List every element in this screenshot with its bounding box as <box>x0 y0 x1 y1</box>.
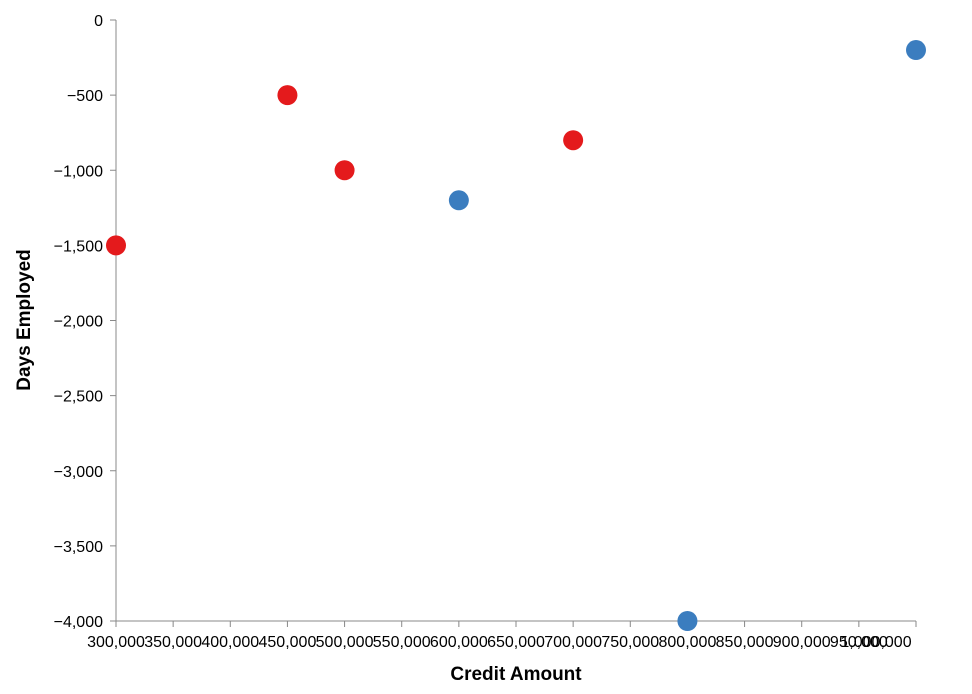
x-tick-label: 450,000 <box>259 634 317 651</box>
y-tick-label: −1,000 <box>54 163 103 180</box>
y-tick-label: −4,000 <box>54 614 103 631</box>
x-tick-label: 500,000 <box>316 634 374 651</box>
y-axis-title: Days Employed <box>14 249 35 391</box>
data-point-blue <box>906 40 926 61</box>
x-tick-label: 800,000 <box>659 634 717 651</box>
x-tick-label: 550,000 <box>373 634 431 651</box>
x-axis: 300,000 350,000 400,000 450,000 500,000 550,0… <box>87 620 917 651</box>
data-point-red <box>563 130 584 151</box>
x-tick-label: 950,000 <box>830 634 888 651</box>
x-tick-label: 850,000 <box>716 634 774 651</box>
x-tick-label: 300,000 <box>87 634 145 651</box>
x-tick-label: 650,000 <box>487 634 545 651</box>
x-tick-label: 1,000,000 <box>840 634 911 651</box>
y-tick-label: −3,000 <box>54 464 103 481</box>
x-axis-title: Credit Amount <box>450 664 582 685</box>
y-tick-label: −2,000 <box>54 314 103 331</box>
x-tick-label: 700,000 <box>544 634 602 651</box>
data-points <box>106 40 926 631</box>
y-tick-label: −500 <box>67 88 103 105</box>
x-tick-label: 600,000 <box>430 634 488 651</box>
x-tick-label: 750,000 <box>601 634 659 651</box>
y-axis: 0 −500 −1,000 −1,500 −2,000 −2,500 −3,000 −3,50… <box>54 13 117 631</box>
y-tick-label: 0 <box>94 13 103 30</box>
data-point-blue <box>677 611 698 631</box>
y-tick-label: −2,500 <box>54 389 103 406</box>
data-point-red <box>334 160 355 181</box>
x-tick-label: 900,000 <box>773 634 831 651</box>
x-tick-label: 350,000 <box>144 634 202 651</box>
data-point-blue <box>448 190 469 211</box>
data-point-red <box>106 235 126 256</box>
y-tick-label: −1,500 <box>54 238 103 255</box>
x-tick-label: 400,000 <box>201 634 259 651</box>
data-point-red <box>277 85 298 106</box>
y-tick-label: −3,500 <box>54 539 103 556</box>
